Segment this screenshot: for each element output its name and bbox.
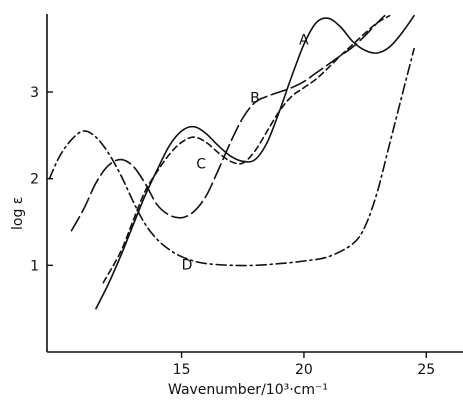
curve-label-a: A [299, 32, 309, 48]
series-line-c [102, 14, 391, 284]
x-tick-label: 25 [417, 362, 435, 378]
curve-labels: A B C D [182, 32, 309, 273]
curve-label-c: C [196, 156, 206, 172]
axis-ticks: 15 20 25 1 2 3 [30, 85, 435, 378]
series-line-b [70, 14, 386, 232]
x-axis-title: Wavenumber/10³·cm⁻¹ [168, 382, 328, 398]
x-tick-label: 20 [295, 362, 313, 378]
y-tick-label: 2 [30, 172, 39, 188]
series-line-d [48, 47, 415, 267]
curve-label-b: B [250, 90, 260, 106]
y-tick-label: 3 [30, 85, 39, 101]
y-tick-label: 1 [30, 258, 39, 274]
series-layer [48, 14, 415, 310]
series-line-a [95, 14, 415, 310]
y-axis-title: log ε [10, 197, 26, 230]
curve-label-d: D [182, 258, 193, 274]
x-tick-label: 15 [173, 362, 191, 378]
